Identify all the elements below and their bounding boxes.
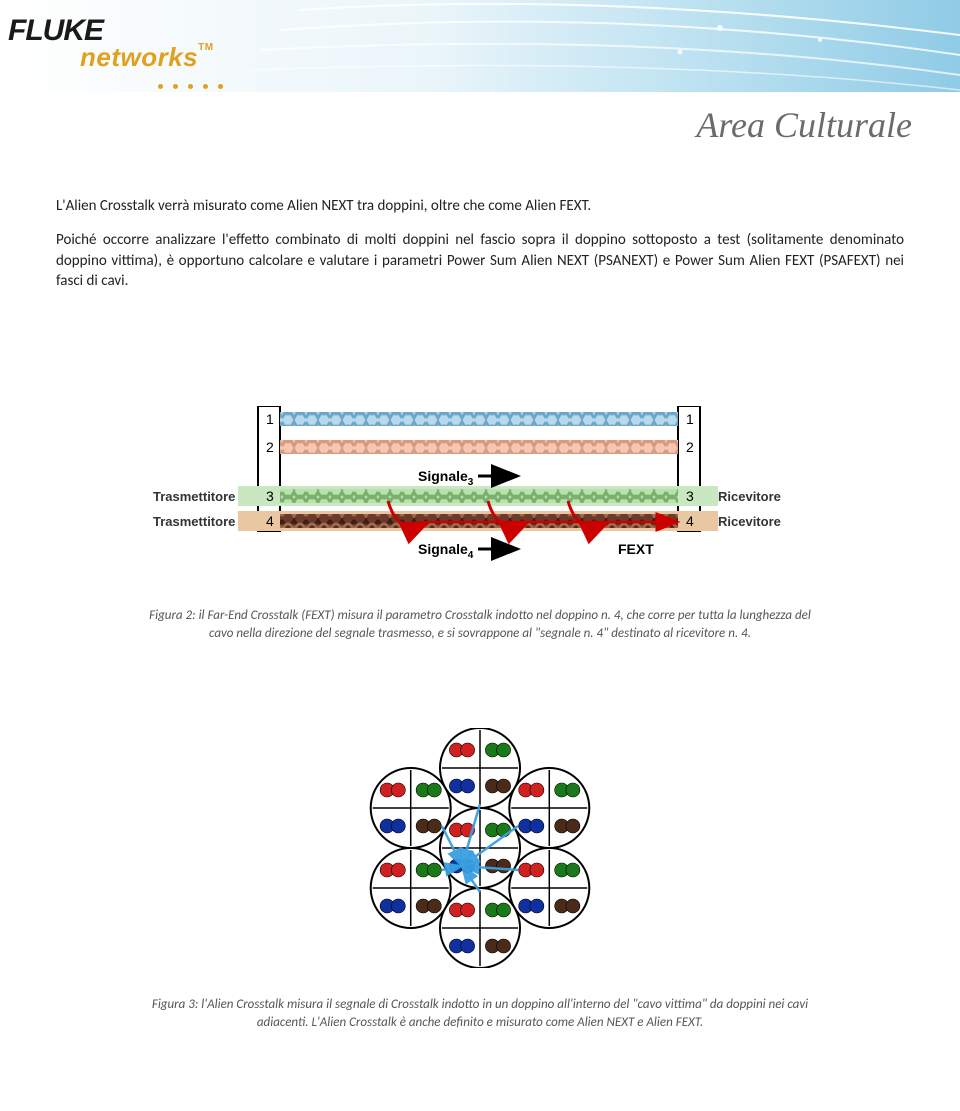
pair-index-3-left: 3: [266, 488, 274, 504]
fluke-networks-logo: FLUKE networksTM: [8, 14, 233, 92]
tx-label-3: Trasmettitore: [153, 489, 235, 504]
page-section-label: Area Culturale: [696, 104, 912, 146]
pair-index-1-left: 1: [266, 411, 274, 427]
fext-label: FEXT: [618, 541, 654, 557]
pair-index-4-right: 4: [686, 513, 694, 529]
signal4-label: Signale4: [418, 541, 474, 561]
figure-3: [360, 728, 600, 968]
figure-3-caption: Figura 3: l'Alien Crosstalk misura il se…: [138, 996, 822, 1031]
rx-label-3: Ricevitore: [718, 489, 781, 504]
figure-2: 1 2 3 4 1 2 3 4 Trasmettitore Trasmettit…: [138, 406, 822, 642]
pair-index-4-left: 4: [266, 513, 274, 529]
figure-2-diagram: 1 2 3 4 1 2 3 4 Trasmettitore Trasmettit…: [138, 406, 822, 586]
signal3-label: Signale3: [418, 468, 474, 488]
pair-index-1-right: 1: [686, 411, 694, 427]
pair-index-2-left: 2: [266, 439, 274, 455]
rx-label-4: Ricevitore: [718, 514, 781, 529]
logo-dots: [158, 75, 233, 92]
page-header: FLUKE networksTM: [0, 0, 960, 92]
paragraph-2: Poiché occorre analizzare l'effetto comb…: [56, 230, 904, 291]
pair-index-3-right: 3: [686, 488, 694, 504]
tx-label-4: Trasmettitore: [153, 514, 235, 529]
logo-bottom-text: networksTM: [80, 42, 233, 73]
figure-3-diagram: [360, 728, 600, 968]
paragraph-1: L'Alien Crosstalk verrà misurato come Al…: [56, 196, 904, 216]
figure-2-caption: Figura 2: il Far-End Crosstalk (FEXT) mi…: [138, 607, 822, 642]
body-text: L'Alien Crosstalk verrà misurato come Al…: [56, 196, 904, 305]
pair-index-2-right: 2: [686, 439, 694, 455]
